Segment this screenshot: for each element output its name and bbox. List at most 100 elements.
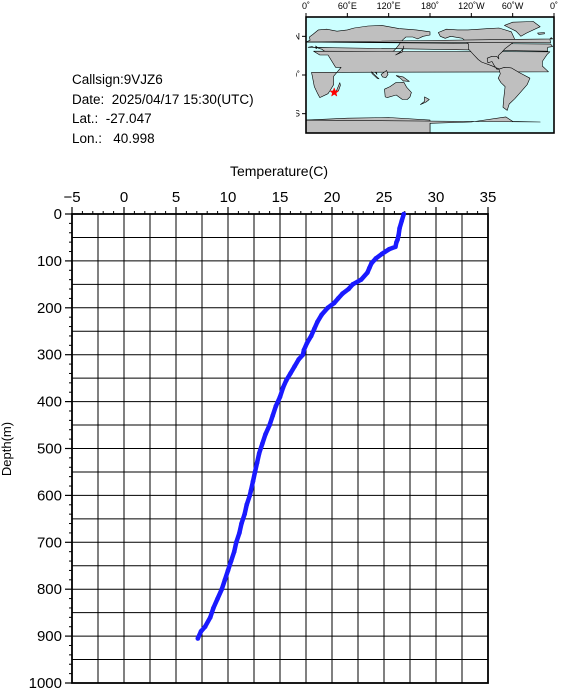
y-axis-label: Depth(m) (0, 422, 14, 476)
data-point (350, 282, 356, 287)
x-tick-label: 15 (272, 189, 289, 206)
data-point (396, 232, 401, 238)
data-point (267, 422, 272, 428)
callsign-label: Callsign: (72, 72, 124, 87)
data-point (312, 326, 317, 332)
temperature-depth-chart: Temperature(C) Depth(m) −5 0 5 10 15 20 25 30 35… (0, 150, 564, 692)
data-point (301, 347, 307, 353)
location-map: 0˚ 60˚E 120˚E 180˚ 120˚W 60˚W 0˚ 60˚N 0˚ 60˚S (280, 0, 564, 150)
land-japan (395, 45, 405, 56)
station-marker-icon (329, 87, 340, 97)
lon-row: Lon.: 40.998 (72, 129, 292, 149)
date-row: Date: 2025/04/17 15:30(UTC) (72, 90, 292, 110)
callsign-value: 9VJZ6 (123, 72, 163, 87)
data-point (331, 300, 337, 306)
data-point (393, 244, 398, 250)
data-point (288, 371, 293, 376)
data-point (386, 246, 392, 252)
map-lon-label: 0˚ (550, 1, 558, 11)
map-lon-label: 180˚ (421, 1, 439, 11)
lon-value: 40.998 (113, 130, 155, 146)
data-point (397, 225, 402, 231)
data-point (373, 256, 378, 261)
data-point (202, 624, 208, 630)
data-point (263, 432, 268, 437)
data-point (273, 403, 279, 409)
x-tick-label: 30 (428, 189, 445, 206)
land-iceland (537, 32, 545, 35)
y-tick-label: 100 (37, 253, 62, 270)
y-tick-label: 1000 (29, 675, 62, 690)
map-lat-label: 60˚N (296, 31, 300, 41)
temperature-profile-line (195, 211, 407, 641)
data-point (222, 577, 228, 583)
land-north-america (438, 27, 516, 70)
y-tick-label: 300 (37, 347, 62, 364)
y-tick-label: 700 (37, 534, 62, 551)
y-tick-label: 500 (37, 441, 62, 458)
callsign-row: Callsign:9VJZ6 (72, 70, 292, 90)
data-point (225, 568, 231, 573)
lat-label: Lat.: (72, 111, 99, 126)
map-lon-label: 60˚W (502, 1, 524, 11)
y-tick-label: 400 (37, 394, 62, 411)
x-tick-label: 5 (172, 189, 180, 206)
data-point (365, 270, 370, 275)
land-britain (306, 37, 553, 44)
data-point (308, 333, 314, 339)
lat-row: Lat.: -27.047 (72, 109, 292, 129)
data-point (315, 319, 320, 325)
data-point (215, 596, 220, 601)
data-point (319, 312, 324, 318)
land-australia (384, 81, 412, 100)
data-point (195, 636, 201, 641)
land-new-zealand (420, 96, 430, 105)
y-tick-label: 800 (37, 581, 62, 598)
data-point (335, 296, 341, 301)
land-borneo (380, 70, 389, 78)
world-map: 0˚ 60˚E 120˚E 180˚ 120˚W 60˚W 0˚ 60˚N 0˚ 60˚S (280, 1, 558, 134)
data-point (379, 251, 385, 257)
data-point (234, 540, 239, 545)
cast-info: Callsign:9VJZ6 Date: 2025/04/17 15:30(UT… (72, 70, 292, 148)
x-tick-label: 20 (324, 189, 341, 206)
y-tick-label: 900 (37, 628, 62, 645)
land-south-america (497, 67, 531, 111)
date-value: 2025/04/17 15:30(UTC) (111, 91, 254, 107)
data-point (231, 549, 237, 554)
data-point (369, 260, 374, 266)
data-point (292, 364, 297, 369)
profile-plot: Temperature(C) Depth(m) −5 0 5 10 15 20 25 30 35… (0, 163, 496, 692)
data-point (277, 394, 283, 400)
map-lon-label: 60˚E (338, 1, 357, 11)
data-point (394, 239, 399, 245)
data-point (346, 286, 351, 292)
data-point (280, 385, 286, 390)
data-point (239, 521, 244, 526)
data-point (248, 488, 254, 494)
data-point (208, 615, 213, 620)
data-point (304, 340, 310, 346)
lon-label: Lon.: (72, 130, 103, 146)
data-point (242, 511, 247, 517)
data-point (399, 218, 404, 224)
x-tick-label: 10 (220, 189, 237, 206)
x-tick-label: 0 (120, 189, 128, 206)
data-point (283, 378, 289, 383)
data-point (325, 305, 331, 311)
data-point (358, 277, 364, 282)
data-point (270, 413, 276, 418)
map-lon-label: 120˚E (377, 1, 401, 11)
x-tick-label: −5 (63, 189, 80, 206)
data-point (254, 460, 260, 465)
data-point (198, 629, 204, 634)
map-lon-label: 0˚ (302, 1, 310, 11)
data-point (296, 357, 302, 362)
data-point (252, 469, 258, 475)
data-point (300, 352, 306, 357)
map-lat-label: 60˚S (296, 109, 300, 119)
data-point (340, 291, 345, 297)
lat-value: -27.047 (105, 111, 152, 126)
y-tick-label: 200 (37, 300, 62, 317)
data-point (219, 586, 225, 592)
